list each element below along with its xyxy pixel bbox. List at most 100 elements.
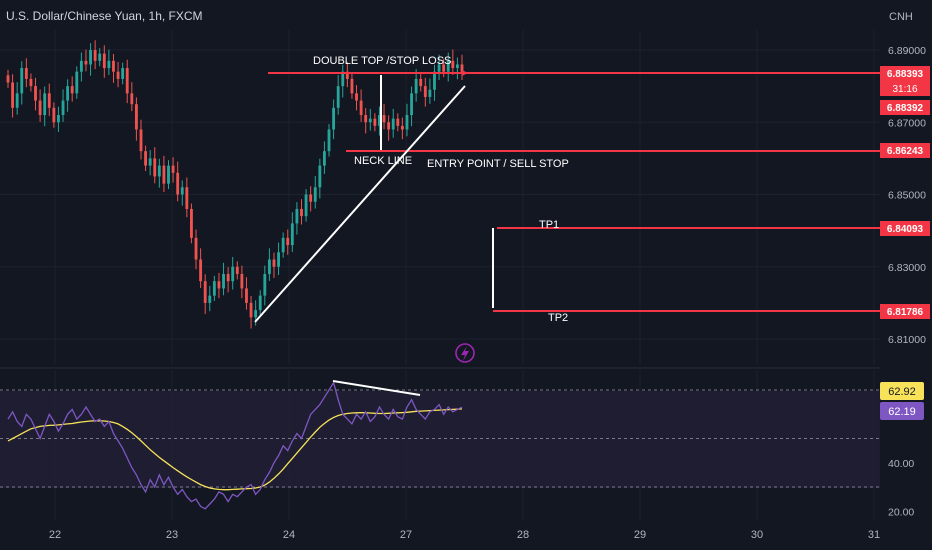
- rsi-grid: [0, 370, 880, 520]
- candle: [267, 248, 271, 281]
- candle: [180, 180, 184, 206]
- candle: [139, 119, 143, 160]
- rsi-tick-label: 40.00: [888, 458, 914, 470]
- candle: [245, 277, 248, 310]
- svg-text:6.88393: 6.88393: [887, 69, 924, 80]
- candle: [171, 157, 175, 183]
- rsi-ma-line: [7, 408, 463, 491]
- entry-label: ENTRY POINT / SELL STOP: [427, 158, 569, 170]
- candle: [153, 147, 157, 184]
- svg-text:62.92: 62.92: [888, 386, 916, 398]
- candle: [318, 158, 322, 199]
- candle: [84, 49, 88, 72]
- candle: [309, 186, 313, 212]
- lightning-icon[interactable]: [455, 343, 475, 363]
- rsi-value-badge: 62.92: [880, 382, 924, 400]
- candle: [24, 58, 28, 88]
- candle: [208, 285, 212, 312]
- candle: [327, 124, 331, 157]
- candle: [190, 203, 193, 244]
- candle: [79, 52, 83, 82]
- time-tick-label: 31: [868, 529, 880, 541]
- price-tick-label: 6.85000: [888, 190, 926, 202]
- tp1-label: TP1: [539, 219, 559, 231]
- divergence-line: [332, 380, 421, 396]
- neck-line-label: NECK LINE: [354, 155, 412, 167]
- candle: [235, 261, 239, 280]
- symbol-title: U.S. Dollar/Chinese Yuan, 1h, FXCM: [6, 9, 203, 23]
- candle: [373, 113, 377, 132]
- candle: [29, 73, 33, 92]
- tp1-price-badge: 6.84093: [880, 221, 930, 236]
- candle: [162, 155, 166, 192]
- svg-text:6.81786: 6.81786: [887, 307, 924, 318]
- annotations: DOUBLE TOP /STOP LOSS NECK LINE ENTRY PO…: [254, 55, 880, 363]
- candle: [6, 69, 10, 88]
- candle: [212, 275, 216, 302]
- time-tick-label: 27: [400, 529, 412, 541]
- candle: [304, 189, 308, 222]
- candle: [364, 108, 368, 134]
- candle: [47, 83, 51, 117]
- candle: [428, 78, 432, 104]
- candle: [277, 242, 280, 276]
- candle: [313, 176, 317, 209]
- candle: [61, 89, 65, 122]
- time-axis[interactable]: 22 23 24 27 28 29 30 31: [49, 529, 880, 541]
- candle: [368, 108, 372, 131]
- time-tick-label: 28: [517, 529, 529, 541]
- entry-price-badge: 6.86243: [880, 143, 930, 158]
- tp2-label: TP2: [548, 312, 568, 324]
- candles: [6, 40, 464, 329]
- candle: [125, 59, 129, 104]
- candle: [405, 103, 409, 137]
- candle: [130, 82, 134, 112]
- price-axis[interactable]: 6.890006.870006.850006.830006.8100060.00…: [888, 45, 926, 518]
- candle: [15, 82, 19, 115]
- candle: [38, 89, 42, 122]
- svg-text:6.88392: 6.88392: [887, 103, 924, 114]
- candle: [107, 49, 111, 75]
- candle: [70, 76, 74, 102]
- candle: [332, 99, 336, 140]
- candle: [290, 212, 294, 252]
- candle: [323, 141, 326, 174]
- candle: [382, 103, 386, 130]
- candle: [249, 296, 253, 329]
- candle: [387, 115, 391, 141]
- candle: [455, 57, 459, 80]
- rsi-pane: [0, 370, 880, 520]
- candle: [134, 97, 138, 141]
- candle: [20, 61, 24, 105]
- candle: [359, 89, 363, 122]
- candle: [281, 232, 285, 258]
- candle: [272, 252, 276, 278]
- candle: [300, 199, 303, 225]
- candle: [350, 73, 354, 99]
- candle: [396, 113, 400, 132]
- candle: [222, 262, 225, 296]
- candle: [423, 77, 427, 107]
- candle: [89, 43, 92, 76]
- candle: [116, 61, 120, 88]
- candle: [400, 117, 404, 140]
- candle: [336, 74, 340, 115]
- candle: [286, 229, 290, 255]
- countdown-badge: 31:16: [880, 81, 930, 96]
- tp2-price-badge: 6.81786: [880, 304, 930, 319]
- candle: [57, 106, 60, 133]
- candle: [391, 108, 395, 138]
- candle: [355, 85, 358, 111]
- stop-loss-label: DOUBLE TOP /STOP LOSS: [313, 55, 451, 67]
- rsi-tick-label: 20.00: [888, 506, 914, 518]
- candle: [11, 74, 15, 118]
- candle: [226, 267, 230, 293]
- time-tick-label: 24: [283, 529, 295, 541]
- candle: [446, 52, 450, 82]
- price-tick-label: 6.81000: [888, 334, 926, 346]
- price-badges: 6.88393 31:16 6.88392 6.86243 6.84093 6.…: [880, 66, 930, 420]
- time-tick-label: 22: [49, 529, 61, 541]
- candle: [102, 45, 106, 78]
